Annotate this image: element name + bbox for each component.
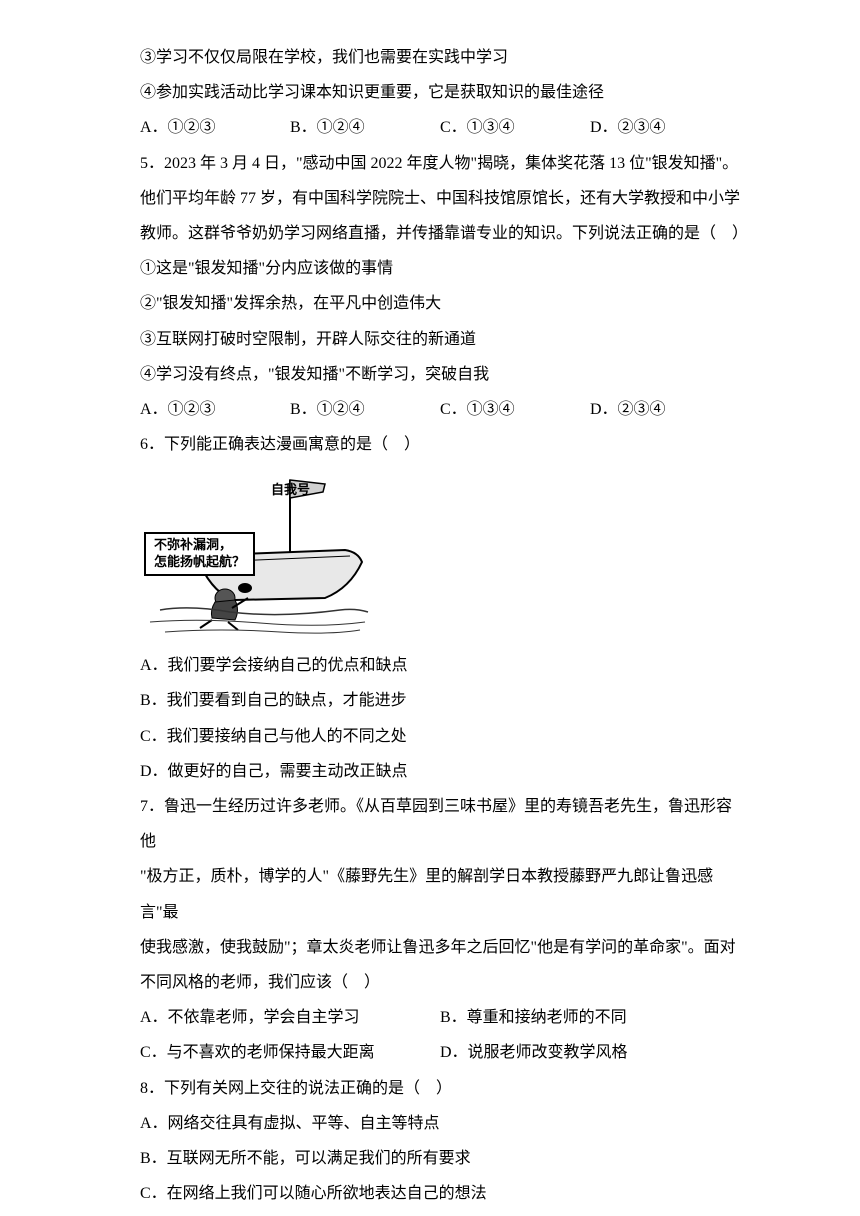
q7-option-a: A．不依靠老师，学会自主学习 (140, 1000, 440, 1035)
q8-line1: 8．下列有关网上交往的说法正确的是（ ） (140, 1071, 740, 1106)
q7-line3: 使我感激，使我鼓励"；章太炎老师让鲁迅多年之后回忆"他是有学问的革命家"。面对 (140, 930, 740, 965)
q7-line4: 不同风格的老师，我们应该（ ） (140, 965, 740, 1000)
q4-option-a: A．①②③ (140, 110, 290, 145)
bubble-line1: 不弥补漏洞， (154, 537, 232, 552)
q5-options: A．①②③ B．①②④ C．①③④ D．②③④ (140, 392, 740, 427)
q5-line1: 5．2023 年 3 月 4 日，"感动中国 2022 年度人物"揭晓，集体奖花… (140, 146, 740, 181)
q5-line3: 教师。这群爷爷奶奶学习网络直播，并传播靠谱专业的知识。下列说法正确的是（ ） (140, 216, 740, 251)
q4-option-d: D．②③④ (590, 110, 740, 145)
q5-stmt1: ①这是"银发知播"分内应该做的事情 (140, 251, 740, 286)
q6-option-b: B．我们要看到自己的缺点，才能进步 (140, 683, 740, 718)
q4-option-c: C．①③④ (440, 110, 590, 145)
bubble-line2: 怎能扬帆起航？ (154, 554, 245, 569)
q7-options-row1: A．不依靠老师，学会自主学习 B．尊重和接纳老师的不同 (140, 1000, 740, 1035)
q5-option-b: B．①②④ (290, 392, 440, 427)
q4-options: A．①②③ B．①②④ C．①③④ D．②③④ (140, 110, 740, 145)
q7-options-row2: C．与不喜欢的老师保持最大距离 D．说服老师改变教学风格 (140, 1035, 740, 1070)
q8-option-c: C．在网络上我们可以随心所欲地表达自己的想法 (140, 1176, 740, 1211)
q7-option-b: B．尊重和接纳老师的不同 (440, 1000, 740, 1035)
q7-line2: "极方正，质朴，博学的人"《藤野先生》里的解剖学日本教授藤野严九郎让鲁迅感言"最 (140, 859, 740, 929)
q6-option-c: C．我们要接纳自己与他人的不同之处 (140, 719, 740, 754)
q5-stmt2: ②"银发知播"发挥余热，在平凡中创造伟大 (140, 286, 740, 321)
q5-stmt4: ④学习没有终点，"银发知播"不断学习，突破自我 (140, 357, 740, 392)
q6-line1: 6．下列能正确表达漫画寓意的是（ ） (140, 427, 740, 462)
q6-cartoon: 自我号 不弥补漏洞， 怎能扬帆起航？ (140, 470, 370, 640)
q5-stmt3: ③互联网打破时空限制，开辟人际交往的新通道 (140, 322, 740, 357)
q6-option-a: A．我们要学会接纳自己的优点和缺点 (140, 648, 740, 683)
q5-option-c: C．①③④ (440, 392, 590, 427)
q5-option-a: A．①②③ (140, 392, 290, 427)
q5-line2: 他们平均年龄 77 岁，有中国科学院院士、中国科技馆原馆长，还有大学教授和中小学 (140, 181, 740, 216)
q5-option-d: D．②③④ (590, 392, 740, 427)
q7-option-c: C．与不喜欢的老师保持最大距离 (140, 1035, 440, 1070)
q7-line1: 7．鲁迅一生经历过许多老师。《从百草园到三味书屋》里的寿镜吾老先生，鲁迅形容他 (140, 789, 740, 859)
q4-stmt3: ③学习不仅仅局限在学校，我们也需要在实践中学习 (140, 40, 740, 75)
q4-stmt4: ④参加实践活动比学习课本知识更重要，它是获取知识的最佳途径 (140, 75, 740, 110)
cartoon-flag-text: 自我号 (271, 476, 310, 505)
q8-option-b: B．互联网无所不能，可以满足我们的所有要求 (140, 1141, 740, 1176)
q4-option-b: B．①②④ (290, 110, 440, 145)
q7-option-d: D．说服老师改变教学风格 (440, 1035, 740, 1070)
q6-option-d: D．做更好的自己，需要主动改正缺点 (140, 754, 740, 789)
cartoon-speech-bubble: 不弥补漏洞， 怎能扬帆起航？ (144, 532, 255, 576)
q8-option-a: A．网络交往具有虚拟、平等、自主等特点 (140, 1106, 740, 1141)
